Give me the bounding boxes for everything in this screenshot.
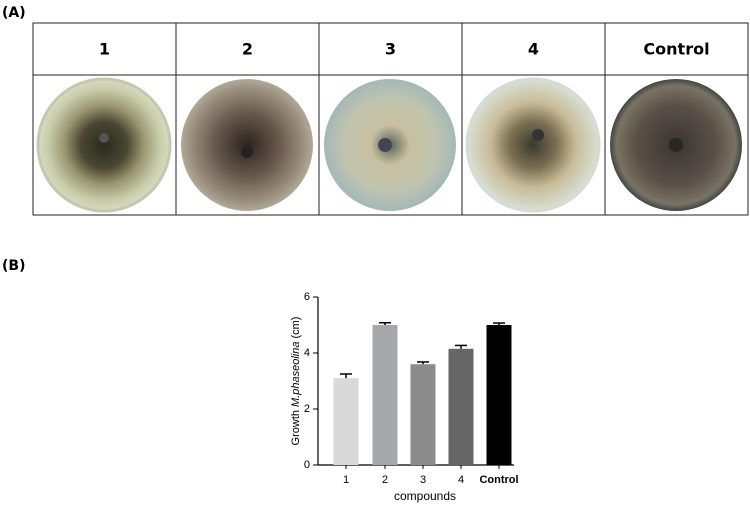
bar-chart: 0 2 4 6 1 2 3 4 Control compounds Growth M.phaseoli… bbox=[290, 291, 519, 503]
column-header: 2 bbox=[242, 40, 253, 59]
panel-label: (B) bbox=[2, 258, 25, 274]
y-axis-label-part: M.phaseolina bbox=[290, 342, 302, 407]
petri-dishes bbox=[36, 77, 742, 213]
y-tick-label: 0 bbox=[304, 459, 310, 471]
bar bbox=[333, 378, 359, 465]
y-tick-label: 6 bbox=[304, 291, 310, 303]
y-axis-label: Growth M.phaseolina (cm) bbox=[290, 317, 302, 446]
x-tick-label: 4 bbox=[458, 474, 464, 486]
y-tick-label: 2 bbox=[304, 403, 310, 415]
column-header: 1 bbox=[99, 40, 110, 59]
column-header: Control bbox=[643, 40, 709, 59]
table-headers: 1 2 3 4 Control bbox=[99, 40, 710, 59]
image-table bbox=[32, 22, 749, 216]
bar bbox=[448, 348, 474, 465]
bar bbox=[410, 364, 436, 465]
x-tick-label: Control bbox=[479, 474, 518, 486]
column-header: 3 bbox=[385, 40, 396, 59]
x-tick-label: 3 bbox=[420, 474, 426, 486]
panel-label: (A) bbox=[2, 5, 26, 21]
column-header: 4 bbox=[528, 40, 539, 59]
bar bbox=[486, 325, 512, 465]
x-tick-label: 1 bbox=[343, 474, 349, 486]
x-axis-label: compounds bbox=[394, 489, 456, 503]
y-tick-label: 4 bbox=[304, 347, 310, 359]
y-axis-label-part: (cm) bbox=[290, 317, 302, 339]
bar bbox=[372, 325, 398, 465]
y-axis-label-part: Growth bbox=[290, 410, 302, 445]
x-tick-label: 2 bbox=[382, 474, 388, 486]
